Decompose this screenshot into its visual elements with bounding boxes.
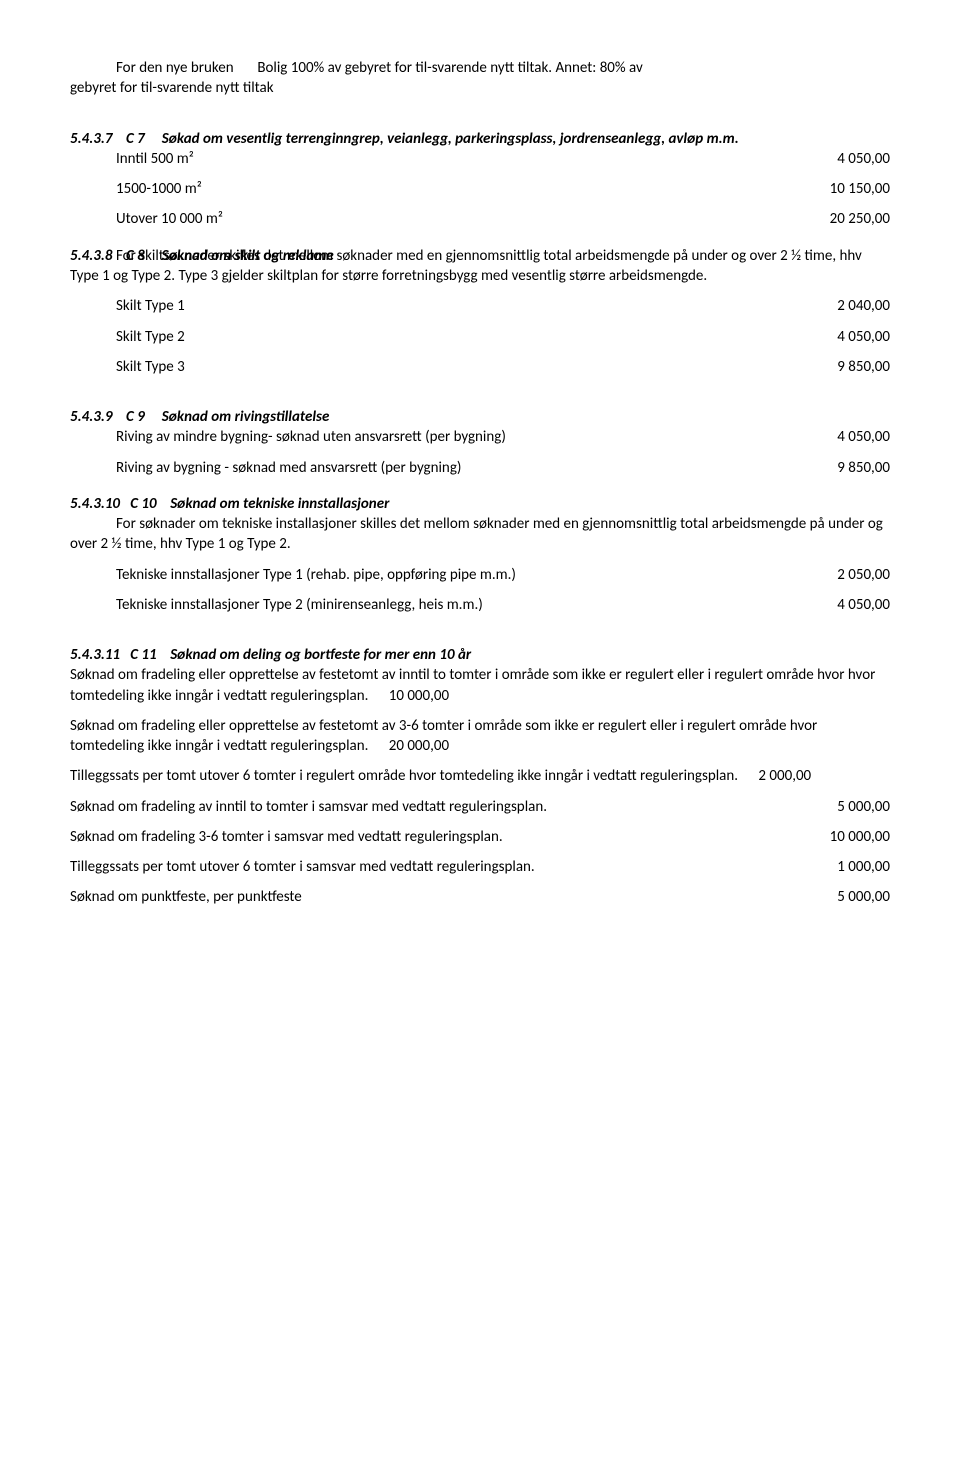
fee-value: 9 850,00 [837,458,890,478]
heading-num: 5.4.3.9 [70,408,112,426]
heading-code: C 11 [130,646,156,664]
p1-value: 10 000,00 [389,687,449,705]
heading-num: 5.4.3.11 [70,646,120,664]
heading-code: C 10 [130,495,156,513]
fee-value: 2 050,00 [837,565,890,585]
heading-num: 5.4.3.8 [70,247,112,265]
heading-5-4-3-9: 5.4.3.9 C 9 Søknad om rivingstillatelse [70,407,890,427]
fee-row: Utover 10 000 m² 20 250,00 [70,209,890,229]
fee-value: 10 000,00 [830,827,890,847]
heading-code: C 7 [126,130,145,148]
fee-row: Søknad om fradeling av inntil to tomter … [70,797,890,817]
fee-label: 1500-1000 m² [116,179,830,199]
fee-value: 4 050,00 [837,427,890,447]
heading-num: 5.4.3.10 [70,495,120,513]
fee-row: Tekniske innstallasjoner Type 2 (miniren… [70,595,890,615]
p3-text: Tilleggssats per tomt utover 6 tomter i … [70,767,738,785]
body-5-4-3-10: For søknader om tekniske installasjoner … [70,514,890,555]
fee-row: Søknad om fradeling 3-6 tomter i samsvar… [70,827,890,847]
p1: Søknad om fradeling eller opprettelse av… [70,665,890,706]
fee-label: Tekniske innstallasjoner Type 2 (miniren… [116,595,837,615]
fee-value: 4 050,00 [837,149,890,169]
fee-value: 20 250,00 [830,209,890,229]
heading-text: Søkad om vesentlig terrenginngrep, veian… [162,130,739,148]
fee-row: Skilt Type 3 9 850,00 [70,357,890,377]
fee-label: Tekniske innstallasjoner Type 1 (rehab. … [116,565,837,585]
fee-row: Tekniske innstallasjoner Type 1 (rehab. … [70,565,890,585]
fee-value: 4 050,00 [837,595,890,615]
heading-text: Søknad om tekniske innstallasjoner [170,495,389,513]
heading-5-4-3-7: 5.4.3.7 C 7 Søkad om vesentlig terrengin… [70,129,890,149]
fee-label: Skilt Type 1 [116,296,837,316]
intro-line1: For den nye bruken Bolig 100% av gebyret… [70,58,890,78]
p1-text: Søknad om fradeling eller opprettelse av… [70,666,875,704]
fee-value: 4 050,00 [837,327,890,347]
fee-value: 9 850,00 [837,357,890,377]
heading-5-4-3-11: 5.4.3.11 C 11 Søknad om deling og bortfe… [70,645,890,665]
fee-label: Riving av mindre bygning- søknad uten an… [116,427,837,447]
fee-label: Tilleggssats per tomt utover 6 tomter i … [70,857,837,877]
heading-code: C 9 [126,408,145,426]
heading-num: 5.4.3.7 [70,130,112,148]
fee-label: Riving av bygning - søknad med ansvarsre… [116,458,837,478]
intro-line1-right: Bolig 100% av gebyret for til-svarende n… [257,59,642,77]
heading-text: Søknad om rivingstillatelse [162,408,330,426]
fee-row: Tilleggssats per tomt utover 6 tomter i … [70,857,890,877]
fee-label: Skilt Type 3 [116,357,837,377]
fee-row: Skilt Type 1 2 040,00 [70,296,890,316]
fee-label: Søknad om fradeling av inntil to tomter … [70,797,837,817]
fee-row: 1500-1000 m² 10 150,00 [70,179,890,199]
fee-label: Søknad om punktfeste, per punktfeste [70,887,837,907]
section-5-4-3-10: 5.4.3.10 C 10 Søknad om tekniske innstal… [70,494,890,514]
heading-text: Søknad om deling og bortfeste for mer en… [170,646,471,664]
fee-label: Utover 10 000 m² [116,209,830,229]
fee-value: 2 040,00 [837,296,890,316]
fee-label: Inntil 500 m² [116,149,837,169]
fee-value: 1 000,00 [837,857,890,877]
intro-line1-left: For den nye bruken [116,59,234,77]
fee-row: Søknad om punktfeste, per punktfeste 5 0… [70,887,890,907]
p2: Søknad om fradeling eller opprettelse av… [70,716,890,757]
fee-label: Søknad om fradeling 3-6 tomter i samsvar… [70,827,830,847]
p3-value: 2 000,00 [758,767,811,785]
p3: Tilleggssats per tomt utover 6 tomter i … [70,766,890,786]
fee-value: 5 000,00 [837,887,890,907]
intro-block: For den nye bruken Bolig 100% av gebyret… [70,58,890,99]
intro-line2: gebyret for til-svarende nytt tiltak [70,78,890,98]
fee-row: Inntil 500 m² 4 050,00 [70,149,890,169]
fee-label: Skilt Type 2 [116,327,837,347]
fee-value: 10 150,00 [830,179,890,199]
p2-value: 20 000,00 [389,737,449,755]
fee-row: Riving av mindre bygning- søknad uten an… [70,427,890,447]
body-5-4-3-8-real: For skiltsøknader skilles det mellom søk… [70,246,890,287]
fee-row: Riving av bygning - søknad med ansvarsre… [70,458,890,478]
fee-value: 5 000,00 [837,797,890,817]
fee-row: Skilt Type 2 4 050,00 [70,327,890,347]
